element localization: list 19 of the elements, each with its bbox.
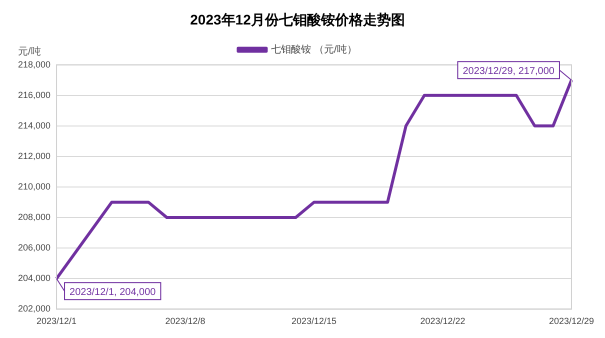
y-tick-label: 204,000 <box>18 273 51 284</box>
annotation: 2023/12/29, 217,000 <box>462 66 555 77</box>
y-tick-label: 206,000 <box>18 242 51 253</box>
y-tick-label: 208,000 <box>18 212 51 222</box>
y-tick-label: 202,000 <box>18 304 51 314</box>
x-tick-label: 2023/12/8 <box>165 316 206 326</box>
x-tick-label: 2023/12/15 <box>291 316 337 326</box>
annotation: 2023/12/1, 204,000 <box>70 286 156 298</box>
legend-label: 七钼酸铵 （元/吨） <box>271 44 357 56</box>
y-tick-label: 218,000 <box>18 59 51 70</box>
x-tick-label: 2023/12/22 <box>420 316 466 326</box>
chart-title: 2023年12月份七钼酸铵价格走势图 <box>190 11 405 28</box>
x-tick-label: 2023/12/1 <box>36 316 77 326</box>
y-axis-title: 元/吨 <box>18 46 41 58</box>
y-tick-label: 212,000 <box>18 150 51 161</box>
y-tick-label: 216,000 <box>18 90 51 100</box>
x-tick-label: 2023/12/29 <box>548 316 594 326</box>
y-tick-label: 214,000 <box>18 120 51 130</box>
y-tick-label: 210,000 <box>18 181 51 192</box>
